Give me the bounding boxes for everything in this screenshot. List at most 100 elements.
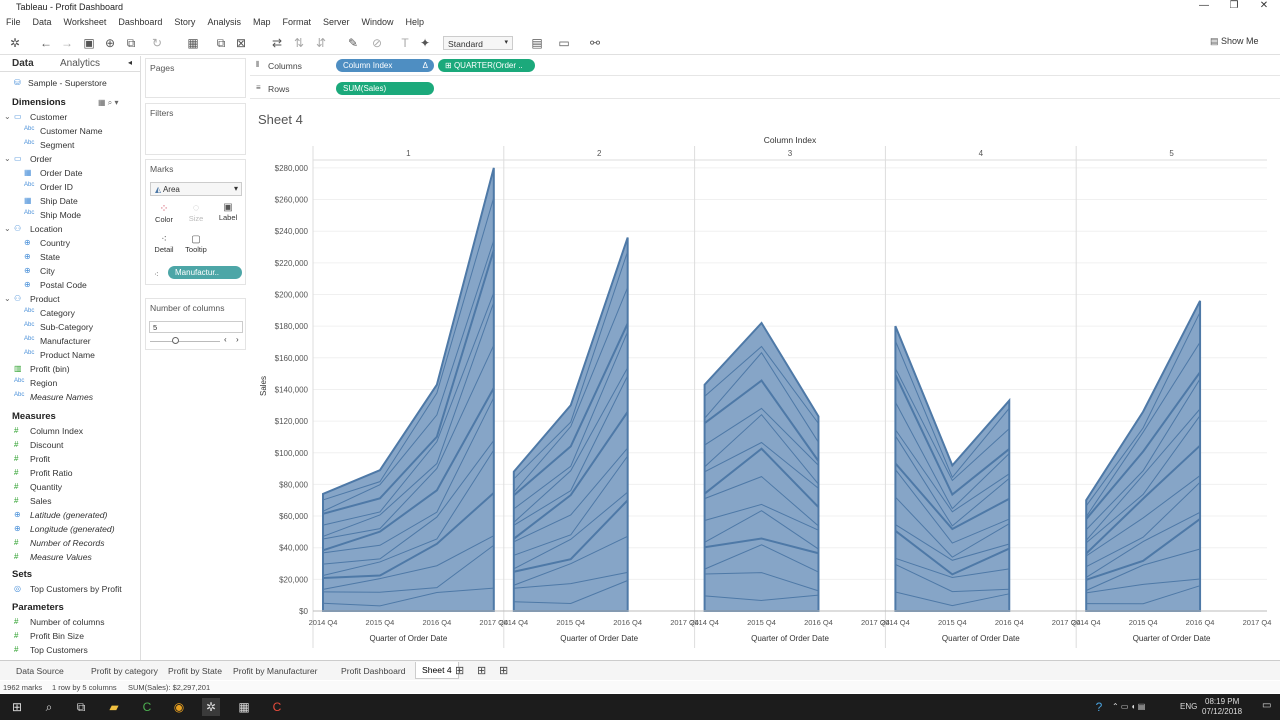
group-icon[interactable]: ⊘	[371, 36, 383, 50]
fit-dropdown[interactable]: Standard ▾	[443, 36, 513, 50]
plus-icon: ⊞	[445, 61, 454, 70]
tooltip-button[interactable]: ▢ Tooltip	[182, 234, 210, 262]
slider-thumb[interactable]	[172, 337, 179, 344]
area-chart[interactable]: Column Index $0 $20,000 $40,000 $60,000 $80,0…	[251, 102, 1275, 656]
sheet-tab-profit-by-manufacturer[interactable]: Profit by Manufacturer	[233, 666, 318, 676]
pause-updates-icon[interactable]: ⧉	[126, 36, 136, 50]
area-stratum-line	[704, 503, 819, 531]
tab-data[interactable]: Data	[12, 58, 34, 69]
expand-chevron-icon[interactable]: ⌄	[4, 154, 11, 163]
notifications-icon[interactable]: ▭	[1262, 700, 1272, 711]
collapse-icon[interactable]: ◂	[128, 58, 133, 67]
sheet-tab-data-source[interactable]: Data Source	[16, 666, 64, 676]
refresh-icon[interactable]: ↻	[151, 36, 163, 50]
area-stratum-line	[703, 447, 820, 508]
area-panel-4[interactable]	[894, 325, 1011, 612]
step-back-icon[interactable]: ‹	[224, 335, 227, 344]
manufacturer-detail-pill[interactable]: Manufactur..	[168, 266, 242, 279]
menu-window[interactable]: Window	[361, 17, 394, 27]
sheet-tab-profit-by-state[interactable]: Profit by State	[168, 666, 222, 676]
duplicate-sheet-icon[interactable]: ⧉	[216, 36, 226, 50]
item-label: Measure Names	[30, 392, 94, 402]
file-explorer-icon[interactable]: ▰	[109, 700, 119, 714]
save-icon[interactable]: ▣	[83, 36, 95, 50]
quarter-order-pill[interactable]: ⊞ QUARTER(Order ..	[438, 59, 535, 72]
menu-analysis[interactable]: Analysis	[207, 17, 241, 27]
menu-server[interactable]: Server	[322, 17, 350, 27]
language-indicator[interactable]: ENG	[1180, 702, 1198, 711]
column-index-pill[interactable]: Column Index Δ	[336, 59, 434, 72]
clock-time[interactable]: 08:19 PM	[1205, 697, 1240, 706]
area-panel-2[interactable]	[512, 237, 629, 612]
show-me-button[interactable]: ▤ Show Me	[1210, 36, 1259, 50]
step-forward-icon[interactable]: ›	[236, 335, 239, 344]
datasource-label: Sample - Superstore	[28, 78, 107, 88]
tableau-taskbar-icon[interactable]: ✲	[202, 698, 220, 716]
maximize-button[interactable]: ❐	[1229, 0, 1239, 11]
expand-chevron-icon[interactable]: ⌄	[4, 112, 11, 121]
clock-date[interactable]: 07/12/2018	[1202, 707, 1243, 716]
color-button[interactable]: ⁘ Color	[150, 202, 178, 230]
menu-map[interactable]: Map	[252, 17, 271, 27]
parameter-input[interactable]: 5	[149, 321, 243, 333]
camtasia-icon[interactable]: C	[142, 700, 152, 714]
menu-story[interactable]: Story	[174, 17, 196, 27]
size-button[interactable]: ◌ Size	[182, 202, 210, 230]
slider-track[interactable]	[150, 341, 220, 342]
x-axis-title: Quarter of Order Date	[369, 634, 447, 643]
sort-asc-icon[interactable]: ⇅	[293, 36, 305, 50]
tableau-logo-icon[interactable]: ✲	[9, 36, 21, 50]
filters-card[interactable]: Filters	[145, 103, 246, 155]
label-button[interactable]: ▣ Label	[214, 202, 242, 230]
pages-card[interactable]: Pages	[145, 58, 246, 98]
chrome-icon[interactable]: ◉	[173, 700, 185, 714]
redo-icon[interactable]: →	[61, 36, 73, 50]
tray-icons[interactable]: ⌃ ▭ ◖ ▤	[1112, 702, 1146, 711]
presentation-icon[interactable]: ▭	[558, 36, 570, 50]
menu-file[interactable]: File	[6, 17, 21, 27]
calculator-icon[interactable]: ▦	[238, 700, 250, 714]
area-stratum-line	[704, 572, 819, 592]
new-worksheet-tab-icon[interactable]: ⊞	[455, 665, 465, 677]
task-view-icon[interactable]: ⧉	[76, 700, 86, 714]
search-icon[interactable]: ⌕	[45, 700, 53, 714]
share-icon[interactable]: ⚯	[589, 36, 601, 50]
menu-dashboard[interactable]: Dashboard	[118, 17, 163, 27]
area-stratum-line	[1085, 518, 1201, 581]
sum-sales-pill[interactable]: SUM(Sales)	[336, 82, 434, 95]
menu-data[interactable]: Data	[32, 17, 52, 27]
columns-shelf[interactable]: ⦀ Columns Column Index Δ ⊞ QUARTER(Order …	[250, 56, 1280, 76]
new-datasource-icon[interactable]: ⊕	[104, 36, 116, 50]
minimize-button[interactable]: —	[1199, 0, 1209, 11]
sheet-tab-sheet-4[interactable]: Sheet 4	[415, 662, 459, 679]
windows-start-icon[interactable]: ⊞	[11, 700, 23, 714]
recorder-icon[interactable]: C	[272, 700, 282, 714]
mark-type-dropdown[interactable]: ◭ Area ▾	[150, 182, 242, 196]
rows-shelf[interactable]: ≡ Rows SUM(Sales)	[250, 79, 1280, 99]
sheet-tab-profit-by-category[interactable]: Profit by category	[91, 666, 158, 676]
expand-chevron-icon[interactable]: ⌄	[4, 224, 11, 233]
menu-worksheet[interactable]: Worksheet	[63, 17, 107, 27]
undo-icon[interactable]: ←	[40, 36, 52, 50]
sort-desc-icon[interactable]: ⇵	[315, 36, 327, 50]
detail-button[interactable]: ⁖ Detail	[150, 234, 178, 262]
view-toggle-icon[interactable]: ▦ ⌕ ▾	[98, 98, 119, 107]
expand-chevron-icon[interactable]: ⌄	[4, 294, 11, 303]
help-icon[interactable]: ?	[1095, 700, 1103, 714]
fix-axes-icon[interactable]: ▤	[531, 36, 543, 50]
swap-icon[interactable]: ⇄	[271, 36, 283, 50]
clear-sheet-icon[interactable]: ⊠	[235, 36, 247, 50]
sheet-tab-profit-dashboard[interactable]: Profit Dashboard	[341, 666, 406, 676]
new-dashboard-tab-icon[interactable]: ⊞	[477, 665, 487, 677]
area-panel-3[interactable]	[703, 321, 820, 612]
pin-icon[interactable]: ✦	[419, 36, 431, 50]
area-stratum-line	[513, 323, 629, 497]
close-button[interactable]: ✕	[1259, 0, 1269, 11]
new-worksheet-icon[interactable]: ▦	[187, 36, 199, 50]
new-story-tab-icon[interactable]: ⊞	[499, 665, 509, 677]
highlight-icon[interactable]: ✎	[347, 36, 359, 50]
menu-format[interactable]: Format	[282, 17, 311, 27]
menu-help[interactable]: Help	[405, 17, 425, 27]
tab-analytics[interactable]: Analytics	[60, 58, 101, 69]
label-icon[interactable]: T	[401, 36, 409, 50]
